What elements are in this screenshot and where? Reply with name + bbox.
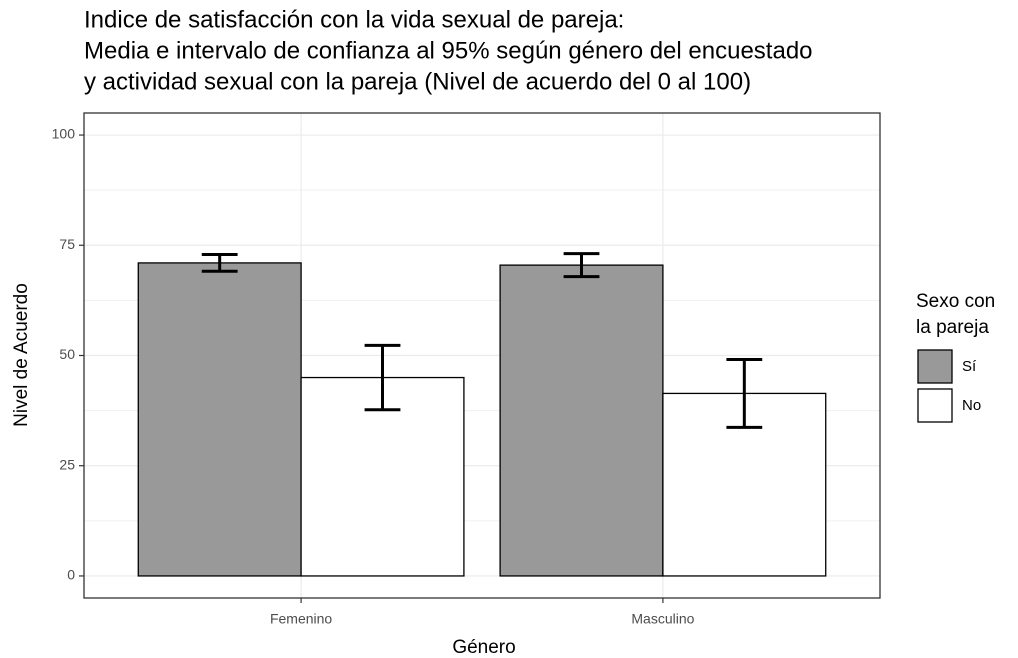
x-axis-label: Género: [452, 637, 515, 658]
y-tick-label: 75: [59, 236, 75, 252]
y-tick-label: 100: [52, 126, 76, 142]
plot-border: [83, 112, 881, 599]
y-tick-label: 50: [59, 346, 75, 362]
bar: [137, 262, 302, 577]
legend-title: Sexo con: [916, 291, 995, 312]
x-tick-label: Femenino: [270, 611, 332, 627]
legend-key: [917, 388, 953, 423]
y-tick-label: 0: [67, 567, 75, 583]
bar: [499, 264, 664, 577]
legend-key: [917, 349, 953, 384]
y-axis-label: Nivel de Acuerdo: [11, 283, 32, 427]
chart-title: Indice de satisfacción con la vida sexua…: [84, 6, 624, 33]
chart-title: y actividad sexual con la pareja (Nivel …: [84, 68, 751, 95]
legend-title: la pareja: [916, 317, 989, 338]
legend-label: Sí: [962, 358, 977, 375]
chart-title: Media e intervalo de confianza al 95% se…: [84, 37, 813, 64]
error-bar: [364, 343, 401, 412]
x-tick-label: Masculino: [631, 611, 694, 627]
error-bar: [726, 357, 763, 429]
y-tick-label: 25: [59, 456, 75, 472]
error-bar: [563, 252, 600, 279]
legend-label: No: [962, 397, 981, 414]
error-bar: [201, 253, 238, 273]
